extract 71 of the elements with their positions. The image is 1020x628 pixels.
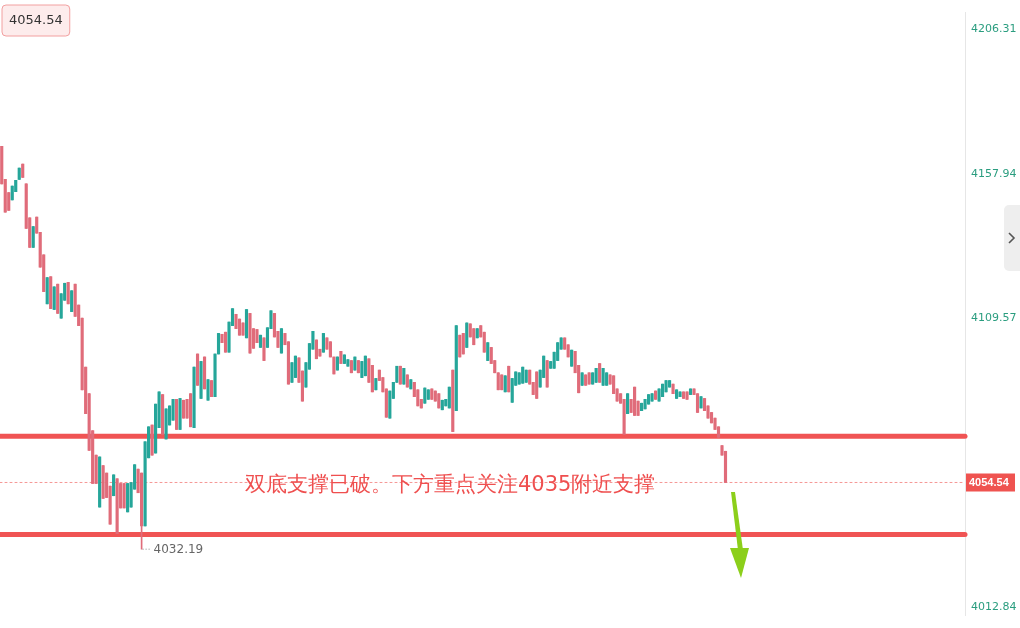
- candlestick: [353, 356, 357, 371]
- candlestick: [650, 393, 654, 402]
- candlestick: [241, 322, 245, 336]
- candlestick: [248, 313, 252, 354]
- candlestick: [475, 328, 479, 339]
- candlestick: [664, 380, 668, 393]
- candlestick: [150, 424, 154, 456]
- candlestick: [262, 337, 266, 361]
- annotation: 4054.54: [9, 12, 63, 28]
- candlestick: [678, 391, 682, 397]
- candlestick: [332, 356, 336, 375]
- candlestick: [409, 379, 413, 390]
- candlestick: [213, 353, 217, 397]
- candlestick: [423, 387, 427, 404]
- candlestick: [192, 366, 196, 429]
- candlestick: [52, 286, 56, 310]
- candlestick: [206, 379, 210, 401]
- candlestick: [45, 277, 49, 305]
- candlestick: [454, 325, 458, 412]
- y-tick-label: 4012.84: [971, 599, 1017, 613]
- annotation: 4032.19: [153, 542, 204, 557]
- candlestick: [31, 226, 35, 248]
- candlestick: [17, 167, 21, 180]
- candlestick: [374, 378, 378, 391]
- candlestick: [671, 383, 675, 395]
- ref-line-label: 4054.54: [969, 475, 1010, 488]
- candlestick: [447, 386, 451, 409]
- candlestick: [339, 350, 343, 364]
- candlestick: [115, 478, 119, 534]
- candlestick: [440, 399, 444, 411]
- candlestick: [601, 367, 605, 386]
- y-tick-label: 4109.57: [971, 311, 1017, 325]
- candlestick: [594, 367, 598, 383]
- candlestick: [430, 388, 434, 400]
- candlestick: [70, 290, 74, 312]
- candlestick: [535, 371, 539, 399]
- candlestick: [657, 388, 661, 402]
- candlestick: [405, 374, 409, 388]
- candlestick: [507, 365, 511, 393]
- candlestick: [171, 399, 175, 421]
- candlestick: [580, 372, 584, 386]
- candlestick: [346, 359, 350, 367]
- candlestick: [699, 396, 703, 409]
- annotation: 双底支撑已破。下方重点关注4035附近支撑: [245, 472, 656, 497]
- candlestick: [458, 334, 462, 358]
- candlestick: [545, 360, 549, 388]
- y-tick-label: 4157.94: [971, 166, 1017, 180]
- candlestick: [426, 389, 430, 400]
- candlestick: [178, 398, 182, 430]
- candlestick: [56, 283, 60, 314]
- candlestick: [685, 391, 689, 400]
- candlestick: [587, 372, 591, 385]
- candlestick: [66, 282, 70, 305]
- candlestick: [199, 361, 203, 399]
- candlestick: [500, 374, 504, 391]
- candlestick: [524, 369, 528, 383]
- y-tick-label: 4206.31: [971, 22, 1017, 36]
- candlestick: [461, 333, 465, 355]
- candlestick: [486, 342, 490, 361]
- candlestick: [451, 369, 455, 432]
- candlestick: [437, 393, 441, 409]
- candlestick: [164, 408, 168, 440]
- candlestick: [21, 163, 25, 178]
- candlestick: [49, 276, 53, 309]
- candlestick: [402, 367, 406, 385]
- candlestick: [472, 328, 476, 346]
- candlestick: [521, 366, 525, 384]
- candlestick: [122, 483, 126, 509]
- candlestick: [465, 322, 469, 348]
- candlestick: [101, 465, 105, 499]
- candlestick: [503, 375, 507, 393]
